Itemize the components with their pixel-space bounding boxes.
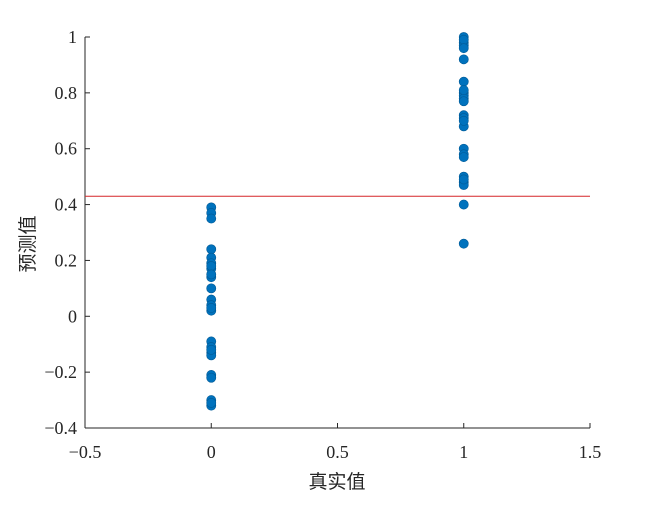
data-point — [458, 96, 469, 107]
data-point — [458, 238, 469, 249]
data-point — [206, 244, 217, 255]
data-point — [206, 397, 217, 408]
x-tick-label: −0.5 — [69, 442, 102, 462]
x-tick-label: 1 — [459, 442, 468, 462]
data-point — [206, 269, 217, 280]
x-tick-label: 1.5 — [579, 442, 602, 462]
y-tick-label: 0.2 — [55, 250, 78, 270]
y-tick-label: 0.4 — [55, 195, 78, 215]
data-point — [458, 43, 469, 54]
x-ticks: −0.5 0 0.5 1 1.5 — [69, 423, 602, 462]
y-tick-label: −0.2 — [44, 362, 77, 382]
data-point — [206, 372, 217, 383]
y-axis-label: 预测值 — [17, 215, 39, 272]
y-tick-label: 0 — [68, 306, 77, 326]
data-point — [458, 152, 469, 162]
y-tick-label: −0.4 — [44, 418, 77, 438]
data-point — [458, 34, 469, 45]
y-tick-label: 0.8 — [55, 83, 78, 103]
data-point — [206, 344, 217, 355]
data-point — [458, 54, 469, 65]
x-tick-label: 0 — [207, 442, 216, 462]
data-points — [206, 32, 469, 411]
y-ticks: −0.4 −0.2 0 0.2 0.4 0.6 0.8 1 — [44, 27, 90, 438]
x-axis-label: 真实值 — [308, 471, 365, 493]
data-point — [458, 76, 469, 87]
data-point — [458, 174, 469, 185]
data-point — [206, 283, 217, 294]
data-point — [458, 199, 469, 210]
data-point — [206, 303, 217, 313]
data-point — [458, 85, 469, 95]
y-tick-label: 1 — [68, 27, 77, 47]
data-point — [458, 115, 469, 126]
data-point — [206, 261, 217, 271]
axes — [84, 37, 590, 429]
x-tick-label: 0.5 — [326, 442, 349, 462]
y-tick-label: 0.6 — [55, 139, 78, 159]
data-point — [206, 213, 217, 224]
